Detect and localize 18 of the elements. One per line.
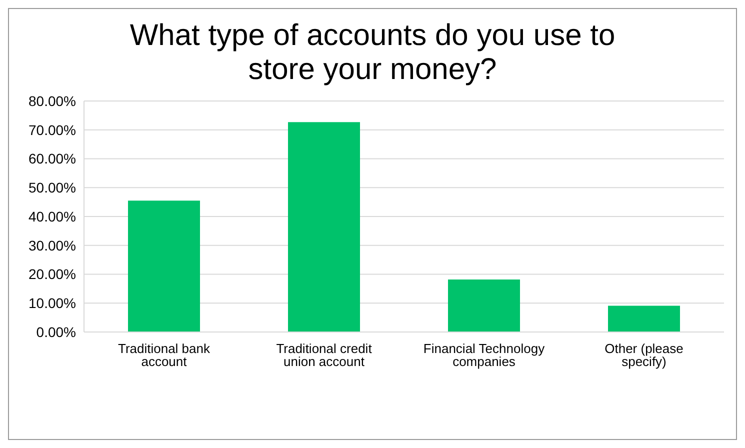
y-tick-label: 10.00% (28, 295, 76, 312)
x-tick-label: Financial Technology companies (423, 341, 546, 370)
y-tick-label: 50.00% (28, 180, 76, 196)
y-tick-label: 60.00% (28, 150, 76, 167)
bar (448, 279, 520, 332)
y-tick-label: 0.00% (36, 324, 76, 340)
bar (608, 306, 680, 332)
x-tick-label: Traditional credit union account (276, 341, 372, 370)
bar (288, 122, 360, 332)
y-tick-label: 70.00% (28, 122, 76, 138)
bar (128, 200, 200, 332)
x-tick-label: Traditional bank account (118, 341, 211, 370)
x-tick-label: Other (please specify) (604, 341, 684, 370)
chart-title: What type of accounts do you use to store your money? (128, 19, 616, 87)
y-tick-label: 30.00% (28, 237, 76, 254)
y-tick-label: 40.00% (28, 208, 76, 224)
y-tick-label: 20.00% (28, 266, 76, 282)
y-tick-label: 80.00% (28, 92, 76, 109)
